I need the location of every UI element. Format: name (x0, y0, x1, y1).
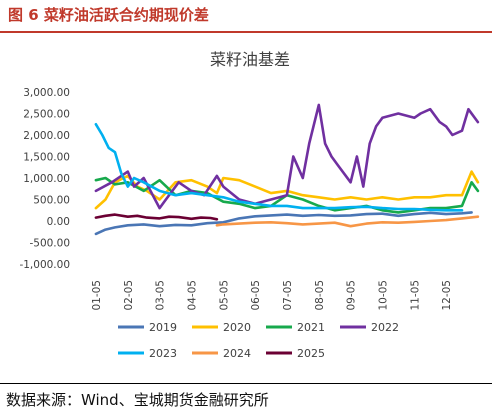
source-note: 数据来源：Wind、宝城期货金融研究所 (6, 391, 269, 409)
series-line-2023 (94, 123, 464, 212)
x-tick-label: 11-05 (409, 280, 421, 311)
series-line-2025 (94, 213, 219, 221)
y-tick-label: 2,500.00 (23, 109, 70, 121)
y-tick-label: 1,000.00 (23, 173, 70, 185)
x-tick-label: 04-05 (186, 280, 198, 311)
series-line-2024 (215, 215, 480, 228)
x-axis: 01-05 02-05 03-05 04-05 05-05 06-05 07-05 08-05… (91, 280, 453, 311)
x-tick-label: 12-05 (441, 280, 453, 311)
legend-label-2024: 2024 (223, 347, 251, 360)
y-tick-label: 0.00 (47, 216, 70, 228)
x-tick-label: 09-05 (346, 280, 358, 311)
legend-label-2021: 2021 (297, 321, 325, 334)
y-tick-label: -500.00 (29, 238, 70, 250)
x-tick-label: 03-05 (155, 280, 167, 311)
figure-title: 图 6 菜籽油活跃合约期现价差 (8, 6, 209, 24)
legend: 2019 2020 2021 2022 2023 2024 2025 (118, 321, 399, 360)
y-tick-label: 3,000.00 (23, 87, 70, 99)
legend-label-2019: 2019 (149, 321, 177, 334)
x-tick-label: 10-05 (377, 280, 389, 311)
chart: 菜籽油基差 3,000.00 2,500.00 2,000.00 1,500.00 1,… (19, 50, 480, 360)
x-tick-label: 01-05 (91, 280, 103, 311)
chart-title: 菜籽油基差 (210, 50, 290, 69)
legend-label-2025: 2025 (297, 347, 325, 360)
legend-label-2023: 2023 (149, 347, 177, 360)
y-tick-label: -1,000.00 (19, 259, 70, 271)
series-line-2019 (94, 211, 473, 236)
x-tick-label: 06-05 (250, 280, 262, 311)
x-tick-label: 05-05 (218, 280, 230, 311)
legend-label-2022: 2022 (371, 321, 399, 334)
y-tick-label: 2,000.00 (23, 130, 70, 142)
series-lines (94, 103, 480, 236)
y-tick-label: 1,500.00 (23, 152, 70, 164)
series-line-2022 (94, 103, 480, 210)
x-tick-label: 02-05 (123, 280, 135, 311)
title-rule (0, 31, 492, 33)
y-axis: 3,000.00 2,500.00 2,000.00 1,500.00 1,000.00… (19, 87, 70, 271)
y-tick-label: 500.00 (33, 195, 70, 207)
x-tick-label: 08-05 (314, 280, 326, 311)
legend-label-2020: 2020 (223, 321, 251, 334)
x-tick-label: 07-05 (282, 280, 294, 311)
source-rule (0, 383, 492, 384)
